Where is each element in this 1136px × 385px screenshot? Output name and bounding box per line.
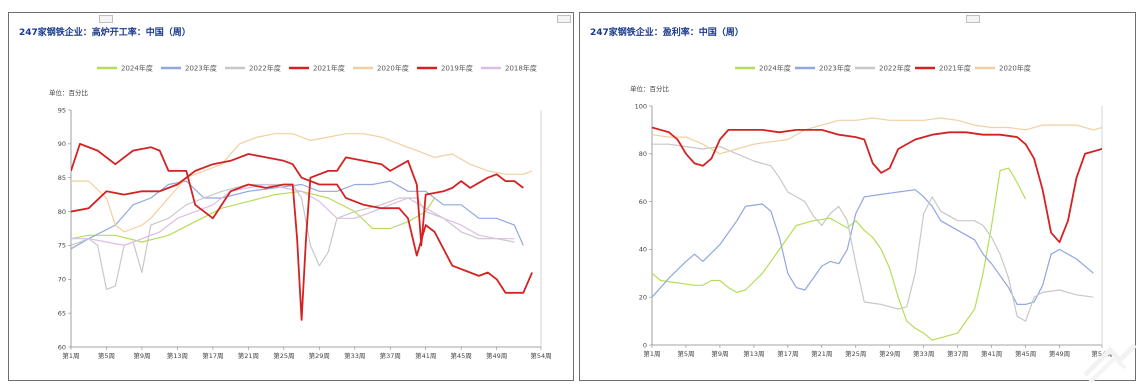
unit-label: 单位：百分比 — [630, 84, 670, 93]
y-tick-label: 65 — [58, 309, 66, 317]
y-tick-label: 60 — [58, 343, 66, 351]
y-tick-label: 90 — [58, 140, 66, 148]
series-line-2022年度 — [71, 183, 515, 290]
legend-label: 2020年度 — [999, 64, 1031, 73]
x-tick-label: 第9周 — [711, 349, 728, 358]
series-line-2021年度 — [71, 153, 533, 294]
series-line-2023年度 — [71, 180, 524, 250]
y-tick-label: 20 — [639, 294, 647, 302]
series-line-2019年度 — [71, 143, 524, 321]
chart-title: 247家钢铁企业：盈利率：中国（周） — [590, 28, 744, 38]
legend-label: 2022年度 — [249, 64, 281, 73]
x-tick-label: 第13周 — [167, 351, 188, 360]
legend-label: 2019年度 — [441, 64, 473, 73]
x-tick-label: 第17周 — [777, 349, 798, 358]
y-tick-label: 100 — [635, 102, 647, 110]
series-line-2020年度 — [71, 133, 533, 233]
watermark-logo — [1083, 343, 1136, 384]
series-line-2022年度 — [652, 143, 1094, 322]
x-tick-label: 第41周 — [981, 349, 1002, 358]
legend-label: 2021年度 — [939, 64, 971, 73]
x-tick-label: 第17周 — [202, 351, 223, 360]
legend-label: 2024年度 — [759, 64, 791, 73]
legend-label: 2021年度 — [313, 64, 345, 73]
right-chart-panel: 247家钢铁企业：盈利率：中国（周） 2024年度 2023年度 2022年度 202… — [579, 12, 1136, 381]
y-tick-label: 0 — [643, 341, 647, 349]
legend-label: 2022年度 — [879, 64, 911, 73]
y-tick-label: 40 — [639, 246, 647, 254]
x-tick-label: 第49周 — [486, 351, 507, 360]
left-chart-panel: 247家钢铁企业：高炉开工率：中国（周） 2024年度 2023年度 2022年度 2… — [8, 12, 574, 381]
x-tick-label: 第29周 — [309, 351, 330, 360]
x-tick-label: 第5周 — [98, 351, 115, 360]
unit-label: 单位：百分比 — [49, 88, 89, 97]
x-tick-label: 第1周 — [643, 349, 660, 358]
chart-title: 247家钢铁企业：高炉开工率：中国（周） — [19, 28, 191, 38]
y-tick-label: 60 — [639, 198, 647, 206]
series-line-2023年度 — [652, 189, 1094, 305]
x-tick-label: 第1周 — [62, 351, 79, 360]
x-tick-label: 第21周 — [811, 349, 832, 358]
x-tick-label: 第25周 — [273, 351, 294, 360]
x-tick-label: 第41周 — [415, 351, 436, 360]
x-tick-label: 第33周 — [344, 351, 365, 360]
legend-label: 2018年度 — [505, 64, 537, 73]
panel-tab[interactable] — [966, 15, 980, 23]
y-tick-label: 70 — [58, 276, 66, 284]
line-chart: 2024年度 2023年度 2022年度 2021年度 2020年度 2019年度 2018… — [49, 64, 552, 361]
x-tick-label: 第54周 — [1091, 349, 1112, 358]
y-tick-label: 80 — [58, 208, 66, 216]
y-tick-label: 75 — [58, 242, 66, 250]
y-tick-label: 95 — [58, 106, 66, 114]
x-tick-label: 第29周 — [879, 349, 900, 358]
y-tick-label: 80 — [639, 150, 647, 158]
x-tick-label: 第25周 — [845, 349, 866, 358]
series-line-2024年度 — [71, 190, 436, 243]
y-tick-label: 85 — [58, 174, 66, 182]
legend-label: 2023年度 — [185, 64, 217, 73]
series-line-2024年度 — [652, 167, 1027, 341]
x-tick-label: 第33周 — [913, 349, 934, 358]
x-tick-label: 第45周 — [451, 351, 472, 360]
series-line-2021年度 — [652, 126, 1102, 244]
x-tick-label: 第49周 — [1049, 349, 1070, 358]
panel-tab[interactable] — [557, 15, 571, 23]
x-tick-label: 第5周 — [677, 349, 694, 358]
x-tick-label: 第45周 — [1015, 349, 1036, 358]
x-tick-label: 第21周 — [238, 351, 259, 360]
x-tick-label: 第54周 — [530, 351, 551, 360]
series-line-2020年度 — [652, 117, 1102, 155]
x-tick-label: 第37周 — [380, 351, 401, 360]
legend-label: 2023年度 — [819, 64, 851, 73]
legend-label: 2024年度 — [121, 64, 153, 73]
x-tick-label: 第37周 — [947, 349, 968, 358]
x-tick-label: 第9周 — [133, 351, 150, 360]
legend-label: 2020年度 — [377, 64, 409, 73]
panel-tab[interactable] — [99, 15, 113, 23]
x-tick-label: 第13周 — [743, 349, 764, 358]
